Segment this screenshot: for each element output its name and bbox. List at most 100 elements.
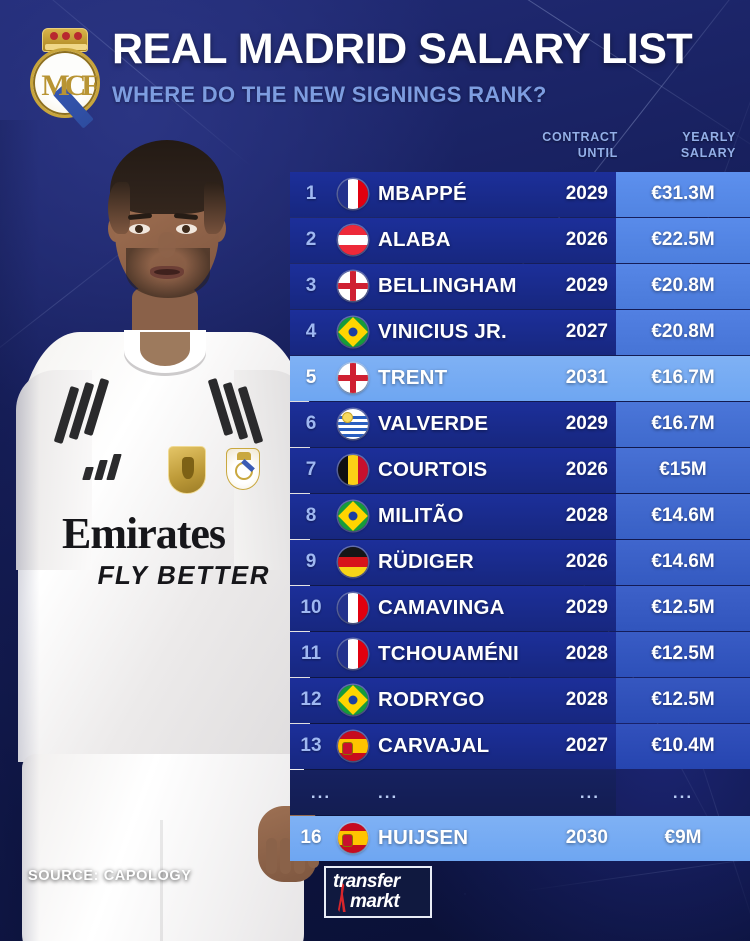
hair-fade-left	[108, 182, 130, 234]
row-player-name: TRENT	[378, 366, 448, 390]
mouth-inner	[154, 269, 180, 275]
table-row[interactable]: 4 VINICIUS JR. 2027 €20.8M	[290, 310, 750, 355]
page-subtitle: WHERE DO THE NEW SIGNINGS RANK?	[112, 82, 547, 107]
table-rows: 1 MBAPPÉ 2029 €31.3M 2 ALABA 2026 €22.5M 3 BELLIN…	[290, 172, 750, 861]
uruguay-flag-icon	[338, 409, 368, 440]
row-contract-until: 2028	[565, 643, 608, 665]
row-contract-until: 2031	[565, 367, 608, 389]
table-row[interactable]: 2 ALABA 2026 €22.5M	[290, 218, 750, 263]
table-row[interactable]: 8 MILITÃO 2028 €14.6M	[290, 494, 750, 539]
france-flag-icon	[338, 179, 368, 210]
row-yearly-salary: €9M	[664, 827, 702, 849]
row-contract-until: 2029	[565, 413, 608, 435]
nose	[158, 232, 176, 258]
crest-monogram: MCF	[41, 69, 99, 102]
pupil-right	[182, 225, 190, 233]
row-player-name: VALVERDE	[378, 412, 489, 436]
logo-text-line1: transfer	[333, 871, 400, 893]
column-header-contract-until: CONTRACT UNTIL	[498, 130, 618, 161]
row-yearly-salary: €12.5M	[616, 586, 750, 631]
ellipsis-rank: ...	[310, 782, 332, 802]
row-player-name: COURTOIS	[378, 458, 488, 482]
column-header-yearly-salary: YEARLY SALARY	[636, 130, 736, 161]
france-flag-icon	[338, 639, 368, 670]
row-player-name: MBAPPÉ	[378, 182, 467, 206]
hair-fade-right	[204, 182, 226, 234]
table-row[interactable]: 10 CAMAVINGA 2029 €12.5M	[290, 586, 750, 631]
jersey-collar-opening	[140, 332, 190, 366]
row-band	[290, 770, 616, 815]
row-contract-until: 2028	[565, 689, 608, 711]
crest-ring: MCF	[30, 48, 100, 129]
player-photo: Emirates FLY BETTER 12	[0, 120, 330, 941]
table-row[interactable]: 9 RÜDIGER 2026 €14.6M	[290, 540, 750, 585]
england-flag-icon	[338, 363, 368, 394]
column-header-line2: SALARY	[680, 145, 736, 160]
crown-band	[45, 44, 87, 50]
row-rank: 2	[305, 229, 317, 251]
salary-table: CONTRACT UNTIL YEARLY SALARY 1 MBAPPÉ 2029…	[290, 126, 750, 862]
brazil-flag-icon	[338, 501, 368, 532]
table-row[interactable]: 3 BELLINGHAM 2029 €20.8M	[290, 264, 750, 309]
row-contract-until: 2026	[565, 459, 608, 481]
adidas-logo-icon	[82, 454, 124, 480]
spain-flag-icon	[338, 731, 368, 762]
row-contract-until: 2030	[565, 827, 608, 849]
ellipsis-contract: ...	[579, 782, 600, 802]
crown-jewel	[62, 32, 70, 40]
row-player-name: CAMAVINGA	[378, 596, 505, 620]
row-contract-until: 2026	[565, 229, 608, 251]
table-row[interactable]: 1 MBAPPÉ 2029 €31.3M	[290, 172, 750, 217]
shorts	[22, 754, 304, 941]
row-rank: 4	[305, 321, 317, 343]
row-contract-until: 2029	[565, 275, 608, 297]
crown-icon	[237, 452, 251, 460]
row-rank: 6	[305, 413, 317, 435]
row-rank: 13	[300, 735, 322, 757]
table-row[interactable]: 16 HUIJSEN 2030 €9M	[290, 816, 750, 861]
brazil-flag-icon	[338, 317, 368, 348]
row-player-name: RÜDIGER	[378, 550, 474, 574]
logo-text-line2: markt	[350, 891, 400, 912]
transfermarkt-logo: transfer markt	[324, 866, 432, 918]
brazil-flag-icon	[338, 685, 368, 716]
row-contract-until: 2029	[565, 597, 608, 619]
shorts-seam	[160, 820, 163, 941]
jersey-club-crest-icon	[226, 448, 260, 490]
row-yearly-salary: €12.5M	[616, 632, 750, 677]
row-yearly-salary: €22.5M	[616, 218, 750, 263]
row-rank: 16	[300, 827, 322, 849]
germany-flag-icon	[338, 547, 368, 578]
row-player-name: RODRYGO	[378, 688, 485, 712]
table-row[interactable]: ............	[290, 770, 750, 815]
row-contract-until: 2029	[565, 183, 608, 205]
row-player-name: MILITÃO	[378, 504, 464, 528]
column-header-line2: UNTIL	[577, 145, 618, 160]
row-rank: 3	[305, 275, 317, 297]
table-row[interactable]: 7 COURTOIS 2026 €15M	[290, 448, 750, 493]
row-rank: 1	[305, 183, 317, 205]
row-yearly-salary: €14.6M	[616, 540, 750, 585]
england-flag-icon	[338, 271, 368, 302]
table-row[interactable]: 13 CARVAJAL 2027 €10.4M	[290, 724, 750, 769]
row-yearly-salary: €14.6M	[616, 494, 750, 539]
row-player-name: HUIJSEN	[378, 826, 469, 850]
row-rank: 5	[305, 367, 317, 389]
austria-flag-icon	[338, 225, 368, 256]
belgium-flag-icon	[338, 455, 368, 486]
column-header-line1: YEARLY	[682, 130, 736, 144]
row-yearly-salary: €10.4M	[616, 724, 750, 769]
row-yearly-salary: €12.5M	[616, 678, 750, 723]
row-contract-until: 2027	[565, 321, 608, 343]
row-yearly-salary: €20.8M	[616, 264, 750, 309]
champions-league-badge-icon	[168, 446, 206, 494]
table-row[interactable]: 11 TCHOUAMÉNI 2028 €12.5M	[290, 632, 750, 677]
row-player-name: BELLINGHAM	[378, 274, 517, 298]
ellipsis-name: ...	[378, 782, 399, 802]
row-yearly-salary: €15M	[616, 448, 750, 493]
row-yearly-salary: €20.8M	[616, 310, 750, 355]
table-row[interactable]: 5 TRENT 2031 €16.7M	[290, 356, 750, 401]
table-row[interactable]: 6 VALVERDE 2029 €16.7M	[290, 402, 750, 447]
row-yearly-salary: €31.3M	[616, 172, 750, 217]
table-row[interactable]: 12 RODRYGO 2028 €12.5M	[290, 678, 750, 723]
